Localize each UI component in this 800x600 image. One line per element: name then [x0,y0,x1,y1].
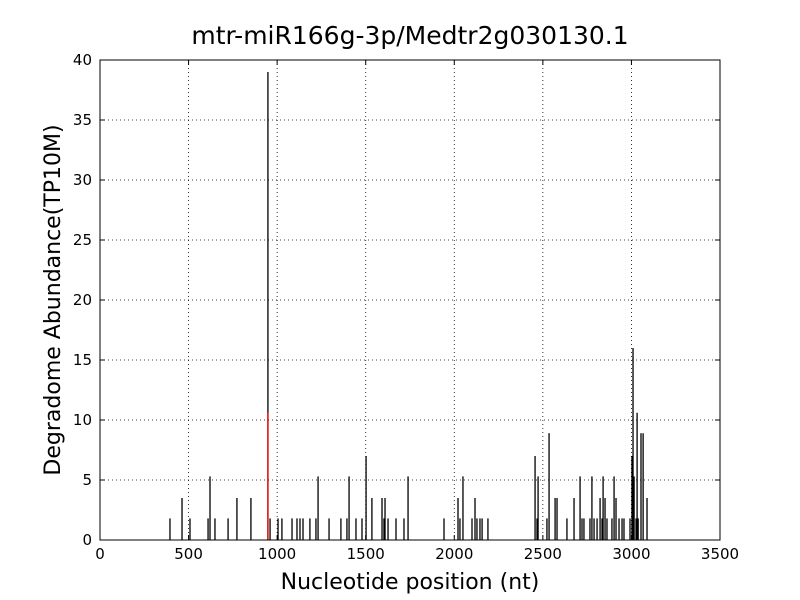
x-tick-label: 500 [174,545,203,563]
x-tick-label: 3500 [701,545,739,563]
y-tick-label: 30 [73,171,92,189]
x-tick-label: 0 [95,545,105,563]
x-tick-label: 1500 [347,545,385,563]
plot-area: 0 5 10 15 20 25 30 35 40 0 500 1000 1500 2000 2500 3000… [73,51,739,563]
chart-title: mtr-miR166g-3p/Medtr2g030130.1 [191,21,628,50]
plot-frame [99,59,721,541]
y-tick-label: 25 [73,231,92,249]
y-tick-label: 35 [73,111,92,129]
y-tick-label: 20 [73,291,92,309]
x-tick-label: 2000 [435,545,473,563]
y-tick-label: 10 [73,411,92,429]
x-tick-label: 1000 [258,545,296,563]
x-axis-label: Nucleotide position (nt) [281,570,540,595]
y-tick-label: 0 [82,531,92,549]
y-tick-label: 15 [73,351,92,369]
y-tick-label: 5 [82,471,92,489]
y-tick-label: 40 [73,51,92,69]
y-axis-label: Degradome Abundance(TP10M) [41,124,66,475]
x-tick-label: 2500 [524,545,562,563]
x-tick-label: 3000 [612,545,650,563]
